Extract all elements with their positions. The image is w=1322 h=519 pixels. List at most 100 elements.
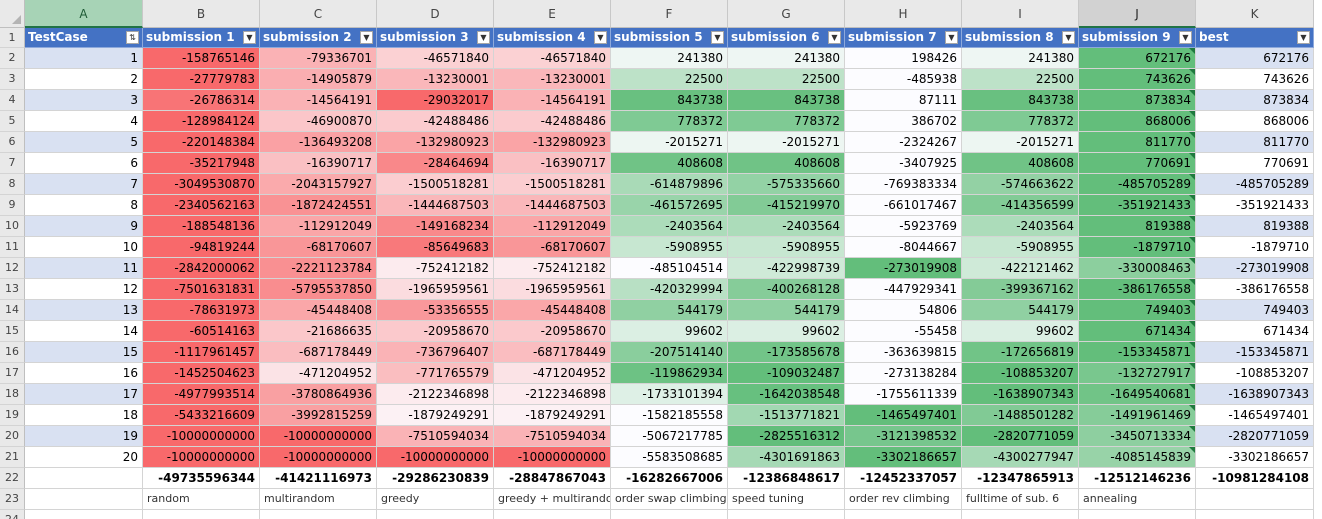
table-cell[interactable]: 386702 [845, 111, 962, 132]
table-cell[interactable]: -1879249291 [494, 405, 611, 426]
table-cell[interactable]: -1117961457 [143, 342, 260, 363]
table-cell[interactable]: -5908955 [611, 237, 728, 258]
table-cell[interactable]: -20958670 [377, 321, 494, 342]
table-cell[interactable]: -3407925 [845, 153, 962, 174]
row-header-18[interactable]: 18 [0, 384, 25, 405]
row-header-3[interactable]: 3 [0, 69, 25, 90]
table-cell[interactable]: -4301691863 [728, 447, 845, 468]
total-cell[interactable]: -10981284108 [1196, 468, 1314, 489]
total-cell[interactable]: -12386848617 [728, 468, 845, 489]
table-cell[interactable]: -85649683 [377, 237, 494, 258]
table-cell[interactable]: -447929341 [845, 279, 962, 300]
row-header-7[interactable]: 7 [0, 153, 25, 174]
table-cell[interactable]: -2122346898 [494, 384, 611, 405]
table-header-cell[interactable]: submission 1 ▼ [143, 28, 260, 48]
table-cell[interactable]: 19 [25, 426, 143, 447]
table-cell[interactable]: 99602 [611, 321, 728, 342]
row-header-12[interactable]: 12 [0, 258, 25, 279]
table-cell[interactable]: 241380 [611, 48, 728, 69]
table-cell[interactable]: -2820771059 [962, 426, 1079, 447]
table-cell[interactable]: 868006 [1079, 111, 1196, 132]
table-cell[interactable]: -220148384 [143, 132, 260, 153]
table-header-cell[interactable]: submission 3 ▼ [377, 28, 494, 48]
table-cell[interactable]: 671434 [1196, 321, 1314, 342]
table-cell[interactable]: -46571840 [494, 48, 611, 69]
table-cell[interactable]: -21686635 [260, 321, 377, 342]
table-cell[interactable]: -1638907343 [962, 384, 1079, 405]
table-header-cell[interactable]: submission 9 ▼ [1079, 28, 1196, 48]
table-header-cell[interactable]: submission 6 ▼ [728, 28, 845, 48]
table-cell[interactable]: -5908955 [962, 237, 1079, 258]
table-cell[interactable]: 408608 [728, 153, 845, 174]
table-cell[interactable]: -414356599 [962, 195, 1079, 216]
filter-icon[interactable]: ▼ [828, 31, 841, 44]
table-cell[interactable]: 198426 [845, 48, 962, 69]
table-cell[interactable]: -273138284 [845, 363, 962, 384]
table-cell[interactable]: 11 [25, 258, 143, 279]
table-cell[interactable]: -485705289 [1079, 174, 1196, 195]
table-cell[interactable]: -78631973 [143, 300, 260, 321]
table-cell[interactable]: 7 [25, 174, 143, 195]
row-header-19[interactable]: 19 [0, 405, 25, 426]
row-header-15[interactable]: 15 [0, 321, 25, 342]
table-cell[interactable]: -415219970 [728, 195, 845, 216]
table-cell[interactable]: -273019908 [845, 258, 962, 279]
table-cell[interactable]: 1 [25, 48, 143, 69]
table-cell[interactable]: -1872424551 [260, 195, 377, 216]
table-cell[interactable]: -363639815 [845, 342, 962, 363]
table-cell[interactable]: -14564191 [494, 90, 611, 111]
empty-cell[interactable] [494, 510, 611, 519]
table-cell[interactable]: -16390717 [260, 153, 377, 174]
table-cell[interactable]: -471204952 [260, 363, 377, 384]
column-header-a[interactable]: A [25, 0, 143, 28]
table-cell[interactable]: -1582185558 [611, 405, 728, 426]
table-cell[interactable]: 544179 [962, 300, 1079, 321]
table-cell[interactable]: -422998739 [728, 258, 845, 279]
table-cell[interactable]: -1638907343 [1196, 384, 1314, 405]
table-cell[interactable]: -46571840 [377, 48, 494, 69]
table-cell[interactable]: -2403564 [728, 216, 845, 237]
table-cell[interactable]: 819388 [1079, 216, 1196, 237]
table-cell[interactable]: -575335660 [728, 174, 845, 195]
row-header-22[interactable]: 22 [0, 468, 25, 489]
table-cell[interactable]: -207514140 [611, 342, 728, 363]
total-cell[interactable]: -12512146236 [1079, 468, 1196, 489]
total-cell[interactable]: -12452337057 [845, 468, 962, 489]
table-cell[interactable]: -2043157927 [260, 174, 377, 195]
table-cell[interactable]: -112912049 [494, 216, 611, 237]
table-cell[interactable]: -153345871 [1079, 342, 1196, 363]
table-cell[interactable]: -5583508685 [611, 447, 728, 468]
table-cell[interactable]: -3302186657 [845, 447, 962, 468]
label-cell[interactable]: greedy [377, 489, 494, 510]
table-cell[interactable]: 544179 [611, 300, 728, 321]
table-cell[interactable]: 54806 [845, 300, 962, 321]
table-cell[interactable]: -273019908 [1196, 258, 1314, 279]
table-header-cell[interactable]: submission 4 ▼ [494, 28, 611, 48]
table-cell[interactable]: -109032487 [728, 363, 845, 384]
table-cell[interactable]: -1491961469 [1079, 405, 1196, 426]
column-header-e[interactable]: E [494, 0, 611, 28]
row-header-10[interactable]: 10 [0, 216, 25, 237]
table-cell[interactable]: -68170607 [494, 237, 611, 258]
table-cell[interactable]: -2842000062 [143, 258, 260, 279]
table-cell[interactable]: -10000000000 [377, 447, 494, 468]
sort-filter-icon[interactable]: ⇅ [126, 31, 139, 44]
table-cell[interactable]: -149168234 [377, 216, 494, 237]
table-cell[interactable]: -29032017 [377, 90, 494, 111]
table-cell[interactable]: -2403564 [962, 216, 1079, 237]
table-cell[interactable]: 770691 [1079, 153, 1196, 174]
table-cell[interactable]: -3992815259 [260, 405, 377, 426]
table-cell[interactable]: -485705289 [1196, 174, 1314, 195]
table-cell[interactable]: 873834 [1079, 90, 1196, 111]
row-header-6[interactable]: 6 [0, 132, 25, 153]
table-cell[interactable]: -1465497401 [1196, 405, 1314, 426]
filter-icon[interactable]: ▼ [1179, 31, 1192, 44]
table-header-cell[interactable]: TestCase ⇅ [25, 28, 143, 48]
table-cell[interactable]: 743626 [1079, 69, 1196, 90]
table-cell[interactable]: 17 [25, 384, 143, 405]
table-cell[interactable]: 408608 [962, 153, 1079, 174]
table-cell[interactable]: -68170607 [260, 237, 377, 258]
table-header-cell[interactable]: submission 7 ▼ [845, 28, 962, 48]
table-cell[interactable]: -1733101394 [611, 384, 728, 405]
table-cell[interactable]: 749403 [1079, 300, 1196, 321]
